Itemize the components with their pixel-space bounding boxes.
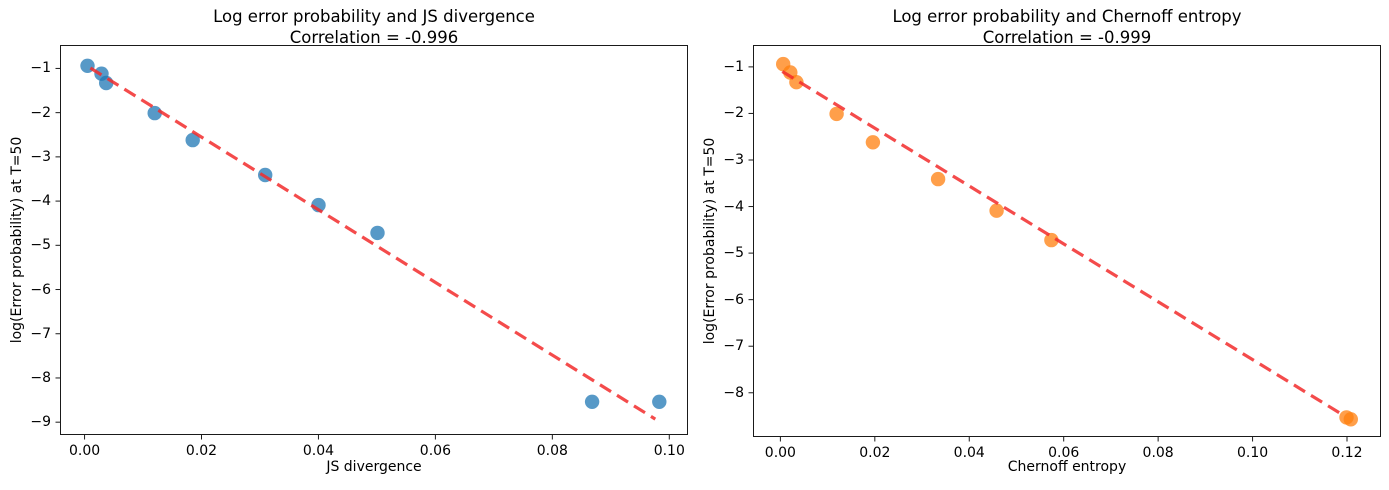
right-chart-correlation: Correlation = -0.999 [982, 27, 1152, 47]
right-x-tick-label: 0.12 [1331, 445, 1363, 461]
right-scatter-point [930, 171, 946, 187]
left-scatter-point [185, 132, 200, 148]
right-plot-area [748, 45, 1381, 442]
right-y-tick-label: −5 [723, 245, 744, 262]
left-y-axis-label: log(Error probability) at T=50 [9, 136, 25, 344]
right-y-axis-label: log(Error probability) at T=50 [702, 137, 718, 345]
right-scatter-point [989, 203, 1004, 218]
left-x-tick-label: 0.04 [302, 443, 335, 459]
left-y-tick-label: −9 [30, 414, 51, 431]
left-scatter-point [584, 394, 600, 409]
right-x-tick-label: 0.00 [764, 445, 796, 461]
right-y-tick-label: −4 [723, 198, 744, 215]
left-chart-correlation: Correlation = -0.996 [289, 27, 459, 47]
left-scatter-point [370, 225, 385, 241]
left-x-tick-label: 0.02 [185, 443, 218, 459]
left-y-tick-label: −8 [30, 369, 51, 386]
right-x-tick-label: 0.02 [859, 445, 891, 461]
right-y-tick-label: −3 [723, 151, 744, 168]
left-trend-line [89, 66, 657, 421]
right-x-tick-label: 0.06 [1048, 445, 1080, 461]
right-y-tick-label: −1 [723, 58, 744, 75]
left-y-tick-label: −4 [30, 193, 51, 210]
right-x-tick-label: 0.08 [1142, 445, 1174, 461]
left-y-tick-label: −1 [30, 60, 51, 77]
right-chart-title-line1: Log error probability and Chernoff entro… [892, 7, 1242, 26]
left-y-tick-label: −7 [30, 325, 51, 342]
left-chart-title-line1: Log error probability and JS divergence [213, 7, 535, 26]
right-scatter-point [829, 106, 844, 122]
right-x-axis-label: Chernoff entropy [1007, 459, 1127, 475]
left-y-tick-label: −5 [30, 237, 51, 254]
left-scatter-point [147, 105, 162, 121]
left-scatter-point [99, 75, 114, 91]
left-chart-title: Log error probability and JS divergence … [60, 7, 688, 48]
left-scatter-point [652, 394, 667, 409]
left-x-tick-label: 0.10 [653, 443, 685, 459]
right-y-tick-label: −8 [723, 384, 744, 401]
right-y-tick-label: −2 [723, 105, 744, 122]
right-chart-title: Log error probability and Chernoff entro… [753, 7, 1381, 48]
left-plot-area [55, 45, 688, 440]
left-y-tick-label: −6 [30, 281, 51, 298]
right-y-tick-label: −7 [723, 338, 744, 355]
left-y-tick-label: −2 [30, 104, 51, 121]
right-scatter-point [1343, 412, 1358, 427]
left-axes-spines [60, 45, 688, 435]
left-x-tick-label: 0.08 [536, 443, 568, 459]
right-axes-spines [753, 45, 1381, 437]
left-x-axis-label: JS divergence [326, 459, 422, 475]
right-x-tick-label: 0.04 [953, 445, 985, 461]
left-x-tick-label: 0.00 [68, 443, 101, 459]
left-y-tick-label: −3 [30, 148, 51, 165]
right-trend-line [781, 70, 1342, 416]
right-scatter-point [865, 135, 881, 150]
right-x-tick-label: 0.10 [1236, 445, 1269, 461]
right-y-tick-label: −6 [723, 291, 744, 308]
right-scatter-point [1044, 232, 1059, 248]
left-x-tick-label: 0.06 [419, 443, 451, 459]
